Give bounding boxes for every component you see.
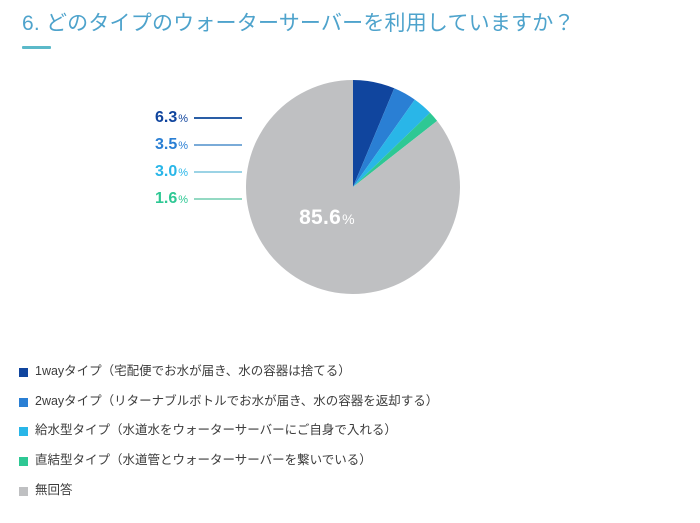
legend-item[interactable]: 無回答 [19,483,679,499]
legend-color-swatch-icon [19,397,28,407]
legend-item[interactable]: 給水型タイプ（水道水をウォーターサーバーにご自身で入れる） [19,423,679,439]
legend-item-label: 2wayタイプ（リターナブルボトルでお水が届き、水の容器を返却する） [35,393,439,408]
percent-sign: % [178,166,188,179]
percent-sign: % [178,193,188,206]
legend-item-label: 給水型タイプ（水道水をウォーターサーバーにご自身で入れる） [35,423,397,438]
title-underline-rule [22,46,51,50]
callout-leader-line [194,143,242,146]
legend-item-label: 無回答 [35,482,73,497]
callout-label-group: 6.3% 3.5% 3.0% 1.6% [112,105,242,213]
pie-slice[interactable] [246,80,460,294]
callout-value: 3.0% [154,162,188,180]
pie-slice[interactable] [353,99,431,187]
callout-row: 3.0% [112,159,242,184]
callout-row: 1.6% [112,186,242,211]
callout-value: 3.5% [154,135,188,153]
pie-chart-svg [246,80,460,294]
percent-sign: % [178,139,188,152]
pie-slice[interactable] [353,88,415,187]
callout-leader-line [194,116,242,119]
callout-leader-line [194,170,242,173]
legend-item-label: 1wayタイプ（宅配便でお水が届き、水の容器は捨てる） [35,364,351,378]
legend-item-label: 直結型タイプ（水道管とウォーターサーバーを繋いでいる） [35,452,372,467]
callout-row: 6.3% [112,105,242,130]
legend-item[interactable]: 直結型タイプ（水道管とウォーターサーバーを繋いでいる） [19,453,679,469]
callout-value: 1.6% [154,189,188,207]
percent-sign: % [178,112,188,125]
legend-color-swatch-icon [19,456,28,466]
page-title: 6. どのタイプのウォーターサーバーを利用していますか？ [22,12,575,35]
title-block: 6. どのタイプのウォーターサーバーを利用していますか？ [22,10,682,50]
pie-chart-area: 6.3% 3.5% 3.0% 1.6% 85.6% [0,64,700,354]
pie-slice[interactable] [353,80,395,187]
chart-legend: 1wayタイプ（宅配便でお水が届き、水の容器は捨てる） 2wayタイプ（リターナ… [19,364,679,512]
callout-value: 6.3% [154,108,188,126]
pie-chart: 85.6% [246,80,460,294]
legend-item[interactable]: 2wayタイプ（リターナブルボトルでお水が届き、水の容器を返却する） [19,394,679,410]
callout-row: 3.5% [112,132,242,157]
legend-color-swatch-icon [19,368,28,377]
callout-leader-line [194,197,242,200]
legend-color-swatch-icon [19,427,28,437]
legend-color-swatch-icon [19,486,28,496]
legend-item[interactable]: 1wayタイプ（宅配便でお水が届き、水の容器は捨てる） [19,364,679,380]
pie-slice[interactable] [353,112,438,187]
